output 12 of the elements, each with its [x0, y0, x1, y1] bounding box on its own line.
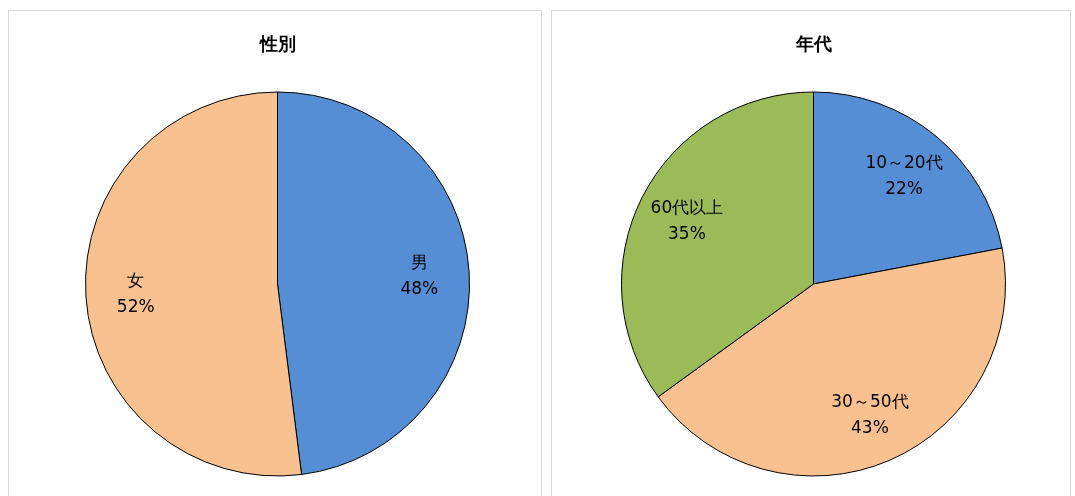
data-label: 52%	[116, 295, 155, 316]
data-label: 35%	[668, 222, 706, 243]
slice-label: 30～50代	[831, 391, 909, 412]
slice-label: 60代以上	[650, 196, 724, 217]
chart-title: 年代	[794, 33, 832, 54]
slice-label: 10～20代	[865, 151, 943, 172]
data-label: 22%	[885, 177, 923, 198]
slice-label: 女	[127, 269, 145, 290]
data-label: 43%	[851, 417, 889, 438]
data-label: 48%	[400, 278, 439, 299]
chart-title: 性別	[258, 33, 296, 54]
slice-label: 男	[410, 252, 428, 273]
